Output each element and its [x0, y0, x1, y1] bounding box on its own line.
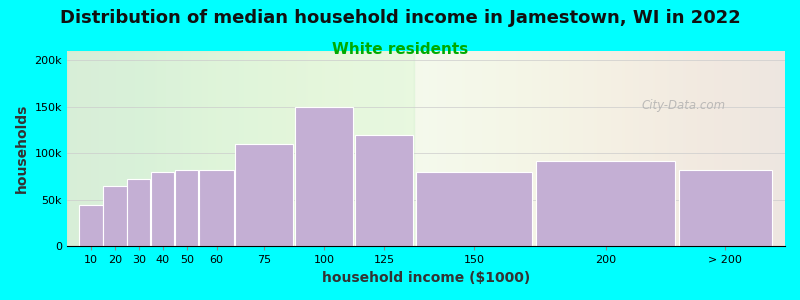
- Bar: [355, 135, 413, 246]
- Bar: [103, 186, 126, 246]
- Bar: [151, 172, 174, 246]
- Bar: [175, 170, 198, 246]
- Bar: [536, 161, 675, 246]
- Text: White residents: White residents: [332, 42, 468, 57]
- Bar: [79, 205, 102, 246]
- Bar: [678, 170, 771, 246]
- Text: City-Data.com: City-Data.com: [642, 99, 726, 112]
- Bar: [414, 51, 785, 246]
- Y-axis label: households: households: [15, 104, 29, 194]
- Bar: [235, 144, 294, 246]
- Text: Distribution of median household income in Jamestown, WI in 2022: Distribution of median household income …: [60, 9, 740, 27]
- Bar: [416, 172, 532, 246]
- Bar: [127, 179, 150, 246]
- X-axis label: household income ($1000): household income ($1000): [322, 271, 530, 285]
- Bar: [295, 107, 354, 246]
- Bar: [199, 170, 234, 246]
- Bar: [67, 51, 414, 246]
